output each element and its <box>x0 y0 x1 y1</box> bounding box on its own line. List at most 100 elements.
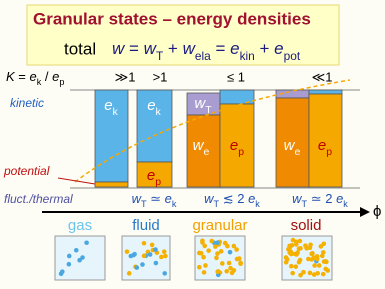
text-part: e <box>165 191 172 206</box>
state-label: granular <box>192 217 247 234</box>
particle <box>232 244 237 249</box>
text-part: pot <box>284 49 301 63</box>
particle <box>303 243 308 248</box>
particle <box>227 261 232 266</box>
text-part: ela <box>195 49 211 63</box>
text-part: e <box>52 69 59 84</box>
axis-symbol: ϕ <box>373 203 381 220</box>
particle <box>310 251 315 256</box>
particle <box>325 268 330 273</box>
particle <box>162 249 167 254</box>
particle <box>163 254 168 259</box>
particle <box>237 256 242 261</box>
particle <box>148 252 153 257</box>
title: Granular states – energy densities <box>33 9 311 28</box>
total-label: total <box>64 39 96 58</box>
kinetic-block <box>309 90 342 94</box>
particle <box>213 244 218 249</box>
text-part: e <box>230 137 238 154</box>
particle <box>215 240 220 245</box>
text-part: ≃ <box>147 191 165 206</box>
text-part: k <box>343 199 348 209</box>
particle <box>220 261 225 266</box>
particle <box>199 251 204 256</box>
text-part: e <box>147 167 155 184</box>
particle <box>203 263 208 268</box>
text-part: p <box>59 77 64 87</box>
particle <box>209 239 214 244</box>
particle <box>202 270 207 275</box>
potential-label: potential <box>3 164 50 178</box>
particle <box>288 250 293 255</box>
particle <box>150 243 155 248</box>
particle <box>230 271 235 276</box>
particle <box>67 262 72 267</box>
particle <box>59 272 64 277</box>
particle <box>135 265 140 270</box>
text-part: k <box>172 199 177 209</box>
particle <box>132 252 137 257</box>
particle <box>215 269 220 274</box>
particle <box>142 241 147 246</box>
ratio-value: ≪1 <box>312 69 333 84</box>
text-part: e <box>248 191 255 206</box>
text-part: e <box>30 69 37 84</box>
ratio-value: ≤ 1 <box>227 69 245 84</box>
text-part: e <box>295 146 301 158</box>
particle <box>290 243 295 248</box>
slide: Granular states – energy densities total… <box>0 0 385 289</box>
particle <box>153 247 158 252</box>
text-part: / <box>41 69 52 84</box>
particle <box>228 266 233 271</box>
particle <box>219 249 224 254</box>
particle <box>289 264 294 269</box>
particle <box>284 255 289 260</box>
text-part: k <box>156 106 162 118</box>
particle <box>80 255 85 260</box>
particle <box>324 259 329 264</box>
particle <box>67 254 72 259</box>
text-part: p <box>155 176 161 188</box>
particle <box>206 248 211 253</box>
text-part: ≲ 2 <box>219 191 248 206</box>
particle <box>197 265 202 270</box>
particle <box>214 256 219 261</box>
state-label: gas <box>68 217 92 234</box>
particle <box>321 250 326 255</box>
text-part: e <box>336 191 343 206</box>
text-part: e <box>104 97 112 114</box>
text-part: k <box>113 106 119 118</box>
particle <box>154 261 159 266</box>
text-part: = <box>15 69 30 84</box>
particle <box>293 264 298 269</box>
ratio-value: >1 <box>153 69 168 84</box>
text-part: T <box>205 104 212 116</box>
particle <box>125 249 130 254</box>
particle <box>294 242 299 247</box>
particle <box>322 241 327 246</box>
state-label: fluid <box>132 217 160 234</box>
particle <box>140 262 145 267</box>
particle <box>127 271 132 276</box>
text-part: p <box>238 146 244 158</box>
text-part: + <box>255 39 274 58</box>
particle <box>312 263 317 268</box>
particle <box>308 245 313 250</box>
particle <box>297 260 302 265</box>
particle <box>200 240 205 245</box>
particle <box>142 254 147 259</box>
text-part: p <box>326 146 332 158</box>
particle <box>225 244 230 249</box>
particle <box>224 269 229 274</box>
particle <box>317 263 322 268</box>
particle <box>312 272 317 277</box>
text-part: e <box>318 137 326 154</box>
particle <box>162 271 167 276</box>
text-part: ≃ 2 <box>307 191 336 206</box>
text-part: e <box>147 97 155 114</box>
particle <box>228 250 233 255</box>
text-part: e <box>274 39 283 58</box>
state-label: solid <box>291 217 322 234</box>
particle <box>290 271 295 276</box>
text-part: = <box>211 39 230 58</box>
